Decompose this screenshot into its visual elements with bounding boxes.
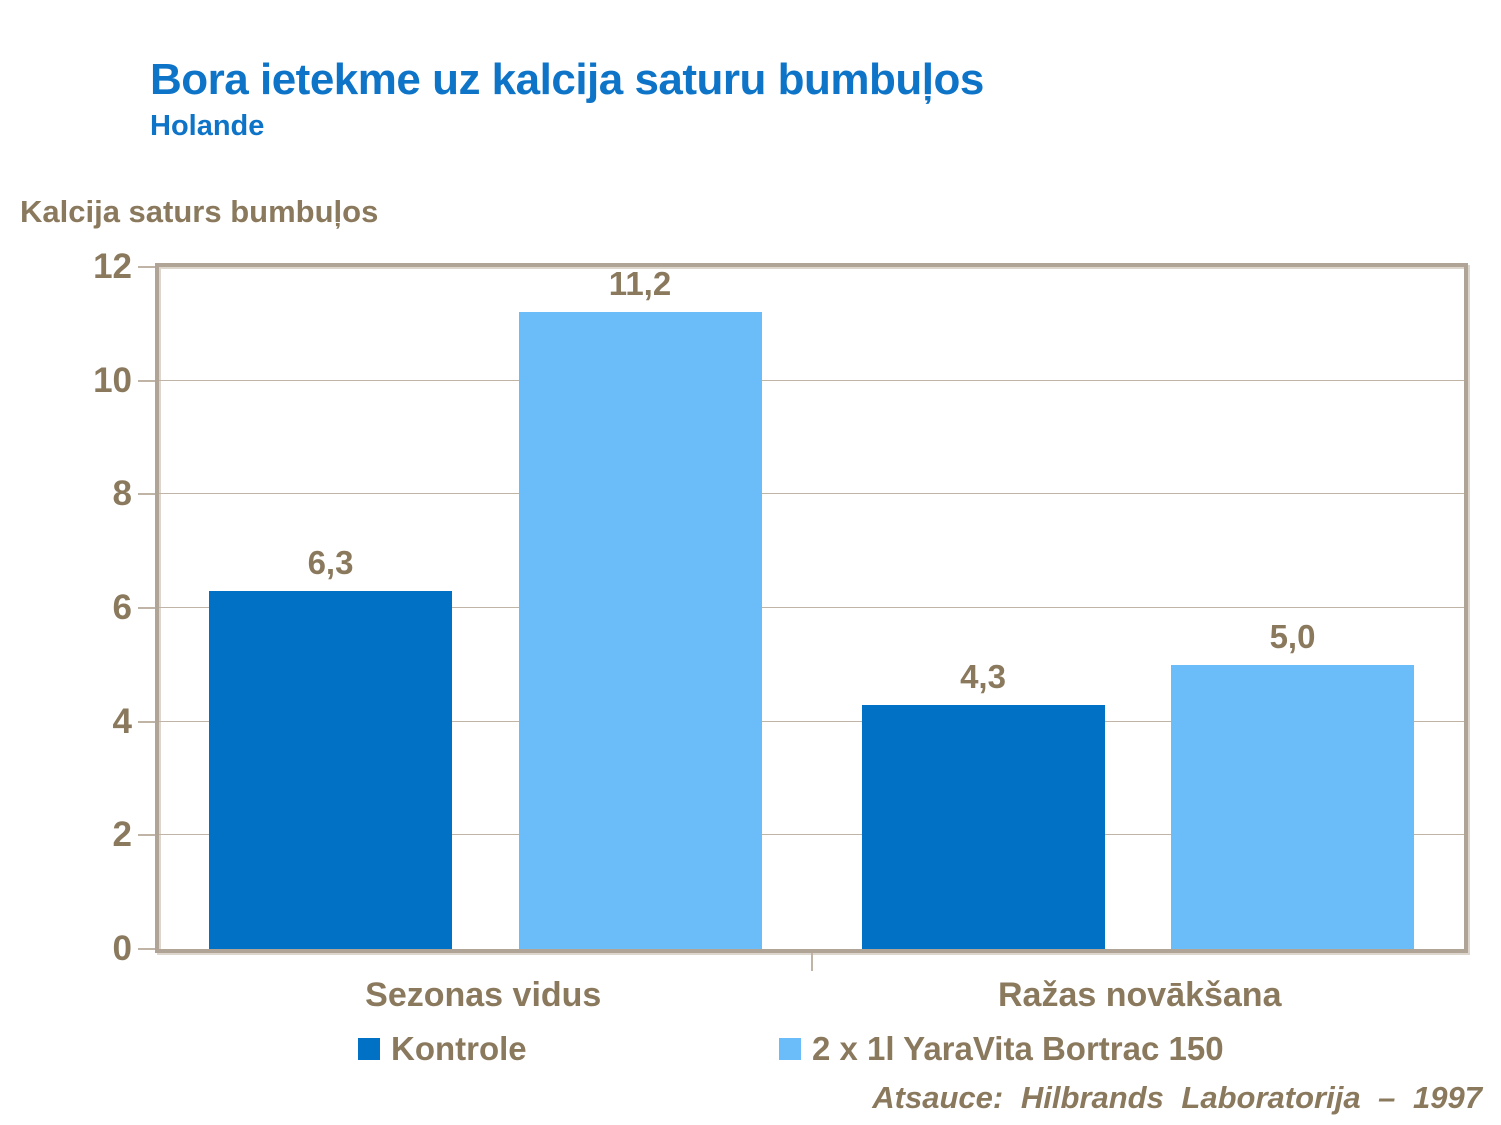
y-tick-mark <box>138 948 155 950</box>
y-tick-mark <box>138 379 155 382</box>
bar-group: 6,3 11,2 <box>159 267 812 949</box>
x-tick-mark <box>810 953 813 971</box>
bar-yaravita-cat1 <box>1171 664 1414 949</box>
legend-item-kontrole: Kontrole <box>358 1030 527 1068</box>
y-tick-mark <box>138 834 155 837</box>
y-tick-mark <box>138 720 155 723</box>
bar-kontrole-cat0 <box>209 590 452 949</box>
bar-group: 4,3 5,0 <box>812 267 1465 949</box>
legend-swatch-kontrole <box>358 1038 380 1060</box>
source-reference: Atsauce: Hilbrands Laboratorija – 1997 <box>872 1080 1482 1115</box>
legend-item-yaravita-bortrac: 2 x 1l YaraVita Bortrac 150 <box>779 1030 1224 1068</box>
x-axis-labels: Sezonas vidus Ražas novākšana <box>155 976 1468 1015</box>
bar-column: 11,2 <box>518 265 762 949</box>
y-tick-label: 8 <box>112 474 132 514</box>
bar-value-label: 5,0 <box>1269 617 1316 655</box>
gridline <box>159 607 1464 608</box>
legend-label-yaravita-bortrac: 2 x 1l YaraVita Bortrac 150 <box>812 1030 1224 1067</box>
chart-subtitle: Holande <box>150 110 265 142</box>
y-tick-label: 0 <box>112 929 132 968</box>
gridline <box>159 720 1464 722</box>
y-tick-label: 10 <box>93 360 132 400</box>
y-tick-label: 2 <box>112 815 132 855</box>
bar-value-label: 11,2 <box>608 265 672 303</box>
y-tick-mark <box>138 607 155 609</box>
x-category-label-razas-novaksana: Ražas novākšana <box>998 976 1282 1014</box>
gridline <box>159 834 1464 836</box>
bar-column: 5,0 <box>1171 267 1414 949</box>
bar-value-label: 6,3 <box>307 543 354 581</box>
legend-swatch-yaravita-bortrac <box>779 1038 801 1060</box>
chart-title: Bora ietekme uz kalcija saturu bumbuļos <box>150 55 984 104</box>
bar-column: 4,3 <box>861 267 1105 949</box>
bar-value-label: 4,3 <box>960 657 1006 695</box>
bars-layer: 6,3 11,2 4,3 5,0 <box>159 267 1464 949</box>
plot-area: 6,3 11,2 4,3 5,0 <box>155 263 1468 953</box>
y-tick-label: 6 <box>112 588 132 627</box>
y-tick-label: 4 <box>112 701 132 741</box>
gridline <box>159 493 1464 495</box>
bar-column: 6,3 <box>209 267 452 949</box>
gridline <box>159 379 1464 381</box>
y-tick-label: 12 <box>93 247 132 286</box>
y-tick-mark <box>138 493 155 496</box>
bar-yaravita-cat0 <box>518 312 762 949</box>
y-axis-title: Kalcija saturs bumbuļos <box>20 194 379 229</box>
legend-label-kontrole: Kontrole <box>391 1030 527 1067</box>
y-tick-mark <box>138 266 155 268</box>
x-category-label-sezonas-vidus: Sezonas vidus <box>365 976 602 1014</box>
bar-kontrole-cat1 <box>861 704 1105 949</box>
